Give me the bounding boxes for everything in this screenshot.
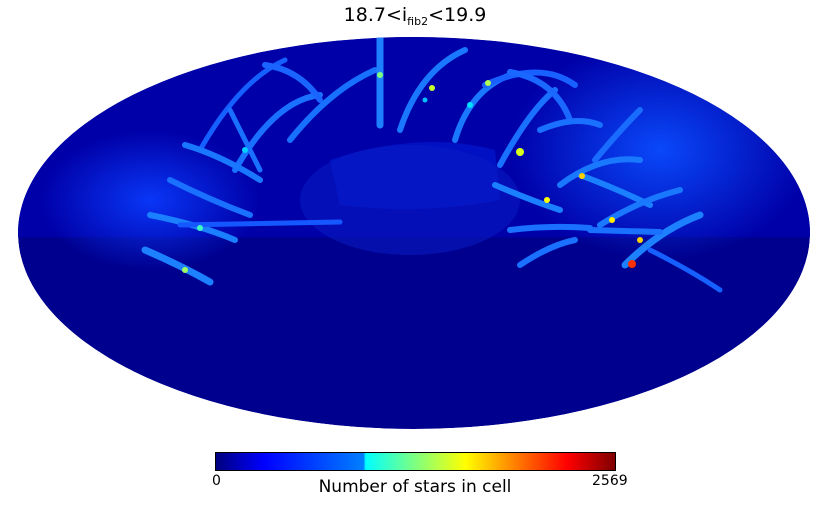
colorbar <box>215 452 616 471</box>
hotspot <box>609 217 615 223</box>
stripe <box>557 156 643 188</box>
stripe <box>497 87 558 168</box>
hotspot <box>377 72 383 78</box>
title-prefix: 18.7<i <box>343 4 408 26</box>
hotspot <box>422 97 428 103</box>
map-disk <box>18 37 810 429</box>
hotspot <box>197 225 203 231</box>
hotspot <box>579 173 585 179</box>
central-halo <box>300 145 520 255</box>
colorbar-max-label: 2569 <box>592 473 628 489</box>
hotspot <box>467 102 473 108</box>
stripe <box>397 47 468 133</box>
stripe <box>182 142 263 183</box>
stripe <box>287 67 378 143</box>
stripe <box>482 69 578 88</box>
hotspot <box>516 148 524 156</box>
stripe <box>507 223 593 233</box>
stripe <box>507 69 573 123</box>
glow-left <box>40 130 260 270</box>
hotspot <box>544 197 550 203</box>
hotspot <box>242 147 248 153</box>
stripe <box>232 92 323 173</box>
colorbar-label: Number of stars in cell <box>318 477 512 497</box>
title-suffix: <19.9 <box>428 4 487 26</box>
hotspot <box>485 80 491 86</box>
stripe <box>517 237 578 268</box>
stripe <box>621 211 704 269</box>
map-title: 18.7<ifib2<19.9 <box>0 4 830 28</box>
stripe <box>592 107 643 163</box>
hotspot <box>429 85 435 91</box>
stripe <box>537 118 603 133</box>
density-hotspots <box>182 72 643 273</box>
stripe <box>492 182 563 213</box>
stripe <box>647 247 723 293</box>
stripe <box>587 227 663 235</box>
stripe <box>141 246 214 286</box>
hotspot <box>182 267 188 273</box>
stripe <box>227 107 263 173</box>
stripe <box>167 177 253 218</box>
sky-map <box>18 37 810 429</box>
hotspot <box>628 260 636 268</box>
hotspot <box>637 237 643 243</box>
stripe <box>177 219 343 228</box>
colorbar-min-label: 0 <box>212 473 221 489</box>
stripe <box>597 187 683 228</box>
survey-stripes <box>141 37 723 293</box>
stripe <box>262 62 323 103</box>
title-subscript: fib2 <box>407 15 429 28</box>
